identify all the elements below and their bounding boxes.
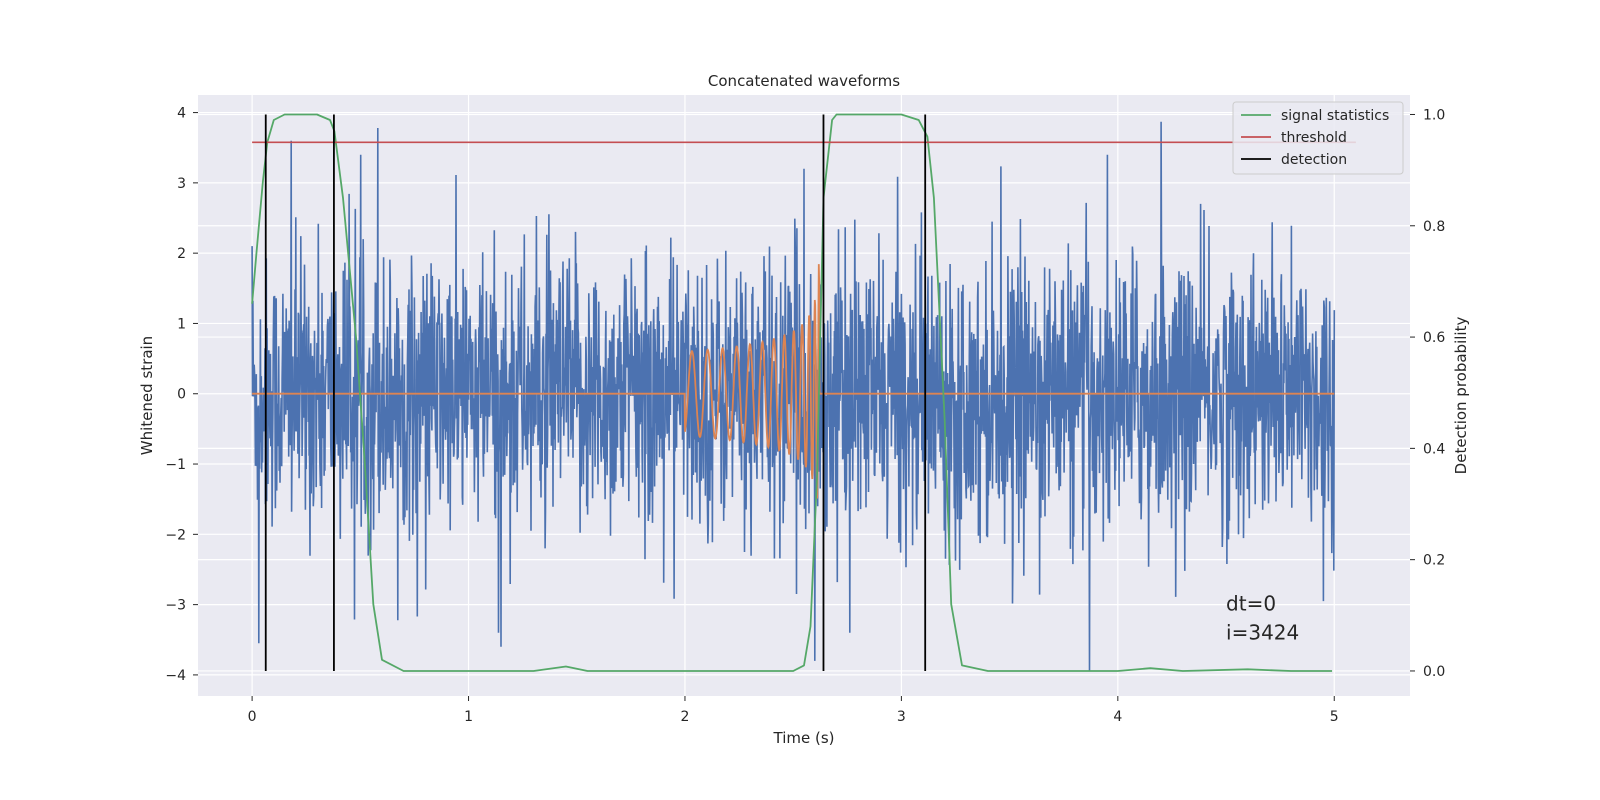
y-tick-label: 3 <box>177 176 186 192</box>
y-tick-label: 1 <box>177 316 186 332</box>
y-tick-label: −1 <box>165 457 186 473</box>
annotation-text: dt=0 <box>1226 592 1276 616</box>
x-tick-label: 4 <box>1113 709 1122 725</box>
x-tick-label: 0 <box>248 709 257 725</box>
annotation-text: i=3424 <box>1226 621 1299 645</box>
legend-label: signal statistics <box>1281 108 1389 124</box>
y-tick-label: 4 <box>177 106 186 122</box>
ticks: 0 1 2 3 4 5 −4 −3 −2 −1 0 1 2 3 4 0.0 0.2 0.4 0.6 0.8 1.0 <box>165 106 1445 725</box>
legend-box <box>1232 101 1404 175</box>
y2-tick-label: 0.4 <box>1423 441 1445 457</box>
y-tick-label: −2 <box>165 527 186 543</box>
y2-axis-label: Detection probability <box>1452 317 1470 475</box>
x-tick-label: 5 <box>1330 709 1339 725</box>
y2-tick-label: 0.6 <box>1423 330 1445 346</box>
x-tick-label: 2 <box>681 709 690 725</box>
chirp-series-line <box>252 264 1335 499</box>
x-axis-label: Time (s) <box>773 729 835 747</box>
legend-label: threshold <box>1281 130 1347 146</box>
annotations: dt=0 i=3424 <box>1226 592 1299 645</box>
y-tick-label: 0 <box>177 387 186 403</box>
y2-tick-label: 1.0 <box>1423 107 1445 123</box>
y-axis-label: Whitened strain <box>138 336 156 455</box>
noise-series-line <box>251 121 1336 672</box>
chart-title: Concatenated waveforms <box>708 72 900 90</box>
legend-label: detection <box>1281 152 1347 168</box>
y2-tick-label: 0.2 <box>1423 553 1445 569</box>
x-tick-label: 3 <box>897 709 906 725</box>
signal-statistics-line <box>251 113 1333 672</box>
legend: signal statistics threshold detection <box>1232 101 1404 175</box>
y-tick-label: −4 <box>165 668 186 684</box>
x-tick-label: 1 <box>464 709 473 725</box>
y2-tick-label: 0.0 <box>1423 664 1445 680</box>
y2-tick-label: 0.8 <box>1423 219 1445 235</box>
series-layer <box>251 113 1356 672</box>
y-tick-label: 2 <box>177 246 186 262</box>
y-tick-label: −3 <box>165 598 186 614</box>
